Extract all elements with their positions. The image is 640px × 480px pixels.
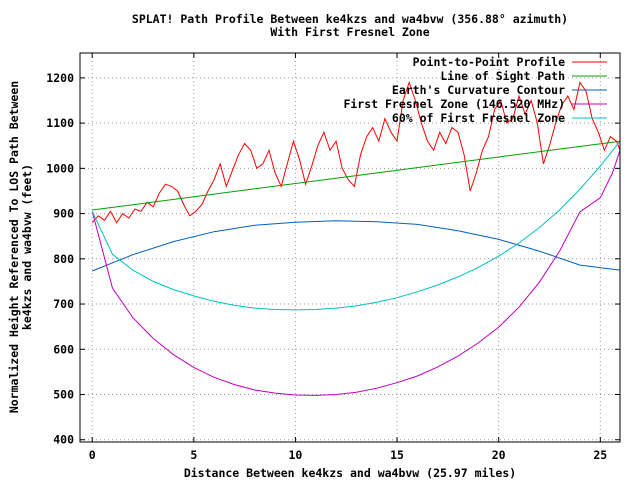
- y-tick-label: 800: [53, 252, 74, 266]
- y-tick-label: 1200: [46, 71, 74, 85]
- x-tick-label: 0: [89, 448, 96, 462]
- legend-label-point-to-point-profile: Point-to-Point Profile: [413, 55, 565, 69]
- x-axis-label: Distance Between ke4kzs and wa4bvw (25.9…: [184, 466, 516, 480]
- y-tick-label: 400: [53, 433, 74, 447]
- x-tick-label: 20: [492, 448, 506, 462]
- ticks: 0 5 10 15 20 25 400 500 600 700 800 900 1000 1100 1200: [46, 53, 620, 462]
- y-tick-label: 600: [53, 342, 74, 356]
- x-tick-label: 15: [390, 448, 404, 462]
- x-tick-label: 5: [190, 448, 197, 462]
- chart-subtitle: With First Fresnel Zone: [270, 25, 429, 39]
- legend-label-line-of-sight-path: Line of Sight Path: [440, 69, 565, 83]
- series-layer: [91, 80, 621, 396]
- legend-label-60-of-first-fresnel-zone: 60% of First Fresnel Zone: [392, 111, 565, 125]
- y-tick-label: 1000: [46, 161, 74, 175]
- plot-frame: [79, 52, 621, 443]
- x-tick-label: 25: [593, 448, 607, 462]
- y-axis-label-line2: ke4kzs and wa4bvw (feet): [20, 164, 34, 330]
- y-tick-label: 700: [53, 297, 74, 311]
- y-tick-label: 900: [53, 207, 74, 221]
- y-axis-label-line1: Normalized Height Referenced To LOS Path…: [7, 81, 21, 413]
- series-line-point-to-point-profile: [91, 80, 621, 224]
- series-line-first-fresnel-zone-146-520-mhz: [91, 150, 621, 396]
- x-tick-label: 10: [289, 448, 303, 462]
- y-tick-label: 500: [53, 388, 74, 402]
- chart-title: SPLAT! Path Profile Between ke4kzs and w…: [132, 12, 568, 26]
- y-tick-label: 1100: [46, 116, 74, 130]
- series-line-60-of-first-fresnel-zone: [91, 140, 621, 311]
- series-line-line-of-sight-path: [92, 140, 621, 211]
- legend-label-first-fresnel-zone-146-520-mhz: First Fresnel Zone (146.520 MHz): [343, 97, 565, 111]
- series-line-earth-s-curvature-contour: [92, 220, 621, 272]
- legend-label-earth-s-curvature-contour: Earth's Curvature Contour: [392, 83, 565, 97]
